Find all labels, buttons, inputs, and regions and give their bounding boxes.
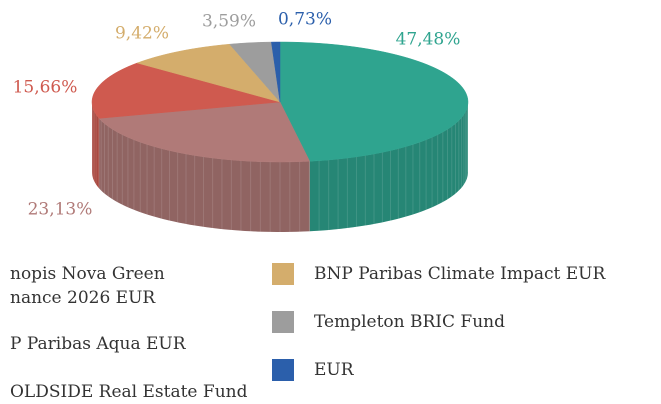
legend-swatch xyxy=(272,263,294,285)
legend-label: Templeton BRIC Fund xyxy=(314,312,505,332)
data-label: 9,42% xyxy=(115,24,169,44)
slice xyxy=(91,62,281,119)
data-label: 0,73% xyxy=(278,10,332,30)
data-label: 15,66% xyxy=(13,78,78,98)
data-label: 23,13% xyxy=(28,200,93,220)
slice-side-shade xyxy=(92,102,100,189)
slice-side xyxy=(309,102,468,232)
slice xyxy=(279,41,469,162)
slice xyxy=(98,101,311,163)
legend-swatch xyxy=(272,311,294,333)
slice xyxy=(271,41,281,103)
data-label: 3,59% xyxy=(202,12,256,32)
slice-side xyxy=(92,102,100,189)
slice xyxy=(229,41,281,103)
legend-swatch xyxy=(272,359,294,381)
legend-label: P Paribas Aqua EUR xyxy=(10,334,186,354)
legend-label: nopis Nova Green nance 2026 EUR xyxy=(10,264,165,308)
legend-label: BNP Paribas Climate Impact EUR xyxy=(314,264,606,284)
legend-label: OLDSIDE Real Estate Fund xyxy=(10,382,248,402)
slice-side xyxy=(99,118,310,232)
legend-label: EUR xyxy=(314,360,354,380)
data-label: 47,48% xyxy=(396,30,461,50)
slice-side-shade xyxy=(309,102,468,232)
slice-side-shade xyxy=(99,118,310,232)
slice xyxy=(136,43,281,103)
